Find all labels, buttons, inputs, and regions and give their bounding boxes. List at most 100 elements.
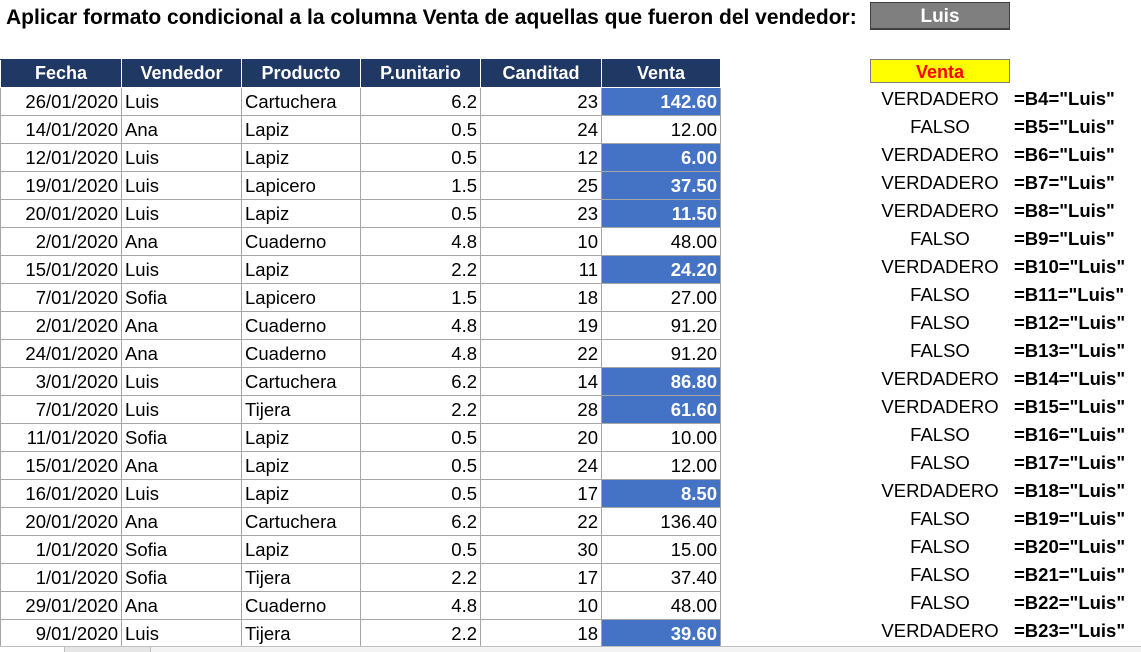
condition-boolean-cell[interactable]: FALSO (910, 340, 970, 361)
cell-vendedor[interactable]: Ana (121, 311, 242, 340)
condition-formula-text[interactable]: =B18="Luis" (1014, 480, 1126, 501)
cell-punitario[interactable]: 2.2 (360, 563, 481, 592)
condition-boolean-cell[interactable]: FALSO (910, 508, 970, 529)
condition-boolean-cell[interactable]: VERDADERO (881, 480, 999, 501)
cell-cantidad[interactable]: 22 (480, 339, 602, 368)
cell-punitario[interactable]: 2.2 (360, 395, 481, 424)
cell-venta[interactable]: 24.20 (601, 255, 721, 284)
cell-venta[interactable]: 12.00 (601, 451, 721, 480)
cell-cantidad[interactable]: 11 (480, 255, 602, 284)
cell-punitario[interactable]: 2.2 (360, 255, 481, 284)
condition-boolean-cell[interactable]: FALSO (910, 228, 970, 249)
cell-fecha[interactable]: 11/01/2020 (0, 423, 122, 452)
cell-vendedor[interactable]: Sofia (121, 423, 242, 452)
condition-formula-text[interactable]: =B13="Luis" (1014, 340, 1126, 361)
cell-vendedor[interactable]: Ana (121, 339, 242, 368)
condition-boolean-cell[interactable]: FALSO (910, 116, 970, 137)
cell-cantidad[interactable]: 22 (480, 507, 602, 536)
cell-venta[interactable]: 37.50 (601, 171, 721, 200)
cell-cantidad[interactable]: 14 (480, 367, 602, 396)
condition-formula-text[interactable]: =B5="Luis" (1014, 116, 1115, 137)
cell-venta[interactable]: 136.40 (601, 507, 721, 536)
cell-fecha[interactable]: 7/01/2020 (0, 395, 122, 424)
cell-cantidad[interactable]: 30 (480, 535, 602, 564)
cell-venta[interactable]: 27.00 (601, 283, 721, 312)
condition-boolean-cell[interactable]: FALSO (910, 312, 970, 333)
cell-vendedor[interactable]: Luis (121, 367, 242, 396)
condition-formula-text[interactable]: =B9="Luis" (1014, 228, 1115, 249)
condition-boolean-cell[interactable]: FALSO (910, 424, 970, 445)
cell-venta[interactable]: 142.60 (601, 87, 721, 116)
cell-venta[interactable]: 12.00 (601, 115, 721, 144)
cell-punitario[interactable]: 0.5 (360, 143, 481, 172)
venta-condition-header[interactable]: Venta (870, 59, 1010, 83)
sheet-tab[interactable] (0, 647, 65, 652)
cell-venta[interactable]: 91.20 (601, 311, 721, 340)
cell-producto[interactable]: Lapiz (241, 255, 361, 284)
cell-vendedor[interactable]: Sofia (121, 563, 242, 592)
condition-formula-text[interactable]: =B20="Luis" (1014, 536, 1126, 557)
cell-punitario[interactable]: 0.5 (360, 479, 481, 508)
cell-cantidad[interactable]: 18 (480, 283, 602, 312)
condition-formula-text[interactable]: =B4="Luis" (1014, 88, 1115, 109)
cell-fecha[interactable]: 1/01/2020 (0, 563, 122, 592)
cell-fecha[interactable]: 19/01/2020 (0, 171, 122, 200)
condition-boolean-cell[interactable]: VERDADERO (881, 368, 999, 389)
cell-producto[interactable]: Cuaderno (241, 591, 361, 620)
cell-producto[interactable]: Cartuchera (241, 87, 361, 116)
cell-cantidad[interactable]: 17 (480, 563, 602, 592)
cell-vendedor[interactable]: Luis (121, 255, 242, 284)
condition-boolean-cell[interactable]: VERDADERO (881, 172, 999, 193)
cell-cantidad[interactable]: 23 (480, 87, 602, 116)
cell-cantidad[interactable]: 17 (480, 479, 602, 508)
cell-vendedor[interactable]: Luis (121, 143, 242, 172)
condition-formula-text[interactable]: =B11="Luis" (1014, 284, 1125, 305)
cell-vendedor[interactable]: Luis (121, 395, 242, 424)
cell-vendedor[interactable]: Ana (121, 507, 242, 536)
condition-formula-text[interactable]: =B16="Luis" (1014, 424, 1126, 445)
cell-cantidad[interactable]: 10 (480, 227, 602, 256)
condition-formula-text[interactable]: =B7="Luis" (1014, 172, 1115, 193)
cell-cantidad[interactable]: 28 (480, 395, 602, 424)
condition-formula-text[interactable]: =B8="Luis" (1014, 200, 1115, 221)
cell-vendedor[interactable]: Luis (121, 87, 242, 116)
cell-punitario[interactable]: 4.8 (360, 227, 481, 256)
cell-producto[interactable]: Lapiz (241, 199, 361, 228)
condition-boolean-cell[interactable]: VERDADERO (881, 88, 999, 109)
condition-formula-text[interactable]: =B21="Luis" (1014, 564, 1126, 585)
cell-cantidad[interactable]: 10 (480, 591, 602, 620)
condition-formula-text[interactable]: =B14="Luis" (1014, 368, 1126, 389)
condition-boolean-cell[interactable]: FALSO (910, 564, 970, 585)
cell-punitario[interactable]: 0.5 (360, 535, 481, 564)
condition-boolean-cell[interactable]: FALSO (910, 284, 970, 305)
cell-cantidad[interactable]: 24 (480, 451, 602, 480)
cell-punitario[interactable]: 0.5 (360, 115, 481, 144)
cell-producto[interactable]: Lapiz (241, 143, 361, 172)
cell-venta[interactable]: 48.00 (601, 591, 721, 620)
cell-producto[interactable]: Tijera (241, 395, 361, 424)
cell-venta[interactable]: 15.00 (601, 535, 721, 564)
cell-vendedor[interactable]: Ana (121, 591, 242, 620)
condition-formula-text[interactable]: =B10="Luis" (1014, 256, 1126, 277)
condition-formula-text[interactable]: =B19="Luis" (1014, 508, 1126, 529)
cell-fecha[interactable]: 9/01/2020 (0, 619, 122, 648)
condition-formula-text[interactable]: =B23="Luis" (1014, 620, 1126, 641)
cell-venta[interactable]: 86.80 (601, 367, 721, 396)
cell-fecha[interactable]: 7/01/2020 (0, 283, 122, 312)
header-punitario[interactable]: P.unitario (360, 59, 481, 88)
cell-punitario[interactable]: 1.5 (360, 171, 481, 200)
cell-vendedor[interactable]: Ana (121, 451, 242, 480)
cell-vendedor[interactable]: Ana (121, 115, 242, 144)
cell-punitario[interactable]: 1.5 (360, 283, 481, 312)
condition-formula-text[interactable]: =B6="Luis" (1014, 144, 1115, 165)
cell-punitario[interactable]: 6.2 (360, 367, 481, 396)
cell-producto[interactable]: Tijera (241, 619, 361, 648)
header-producto[interactable]: Producto (241, 59, 361, 88)
horizontal-scrollbar[interactable] (150, 647, 1141, 652)
cell-punitario[interactable]: 2.2 (360, 619, 481, 648)
header-vendedor[interactable]: Vendedor (121, 59, 242, 88)
cell-fecha[interactable]: 2/01/2020 (0, 311, 122, 340)
cell-fecha[interactable]: 2/01/2020 (0, 227, 122, 256)
cell-venta[interactable]: 39.60 (601, 619, 721, 648)
cell-punitario[interactable]: 6.2 (360, 507, 481, 536)
